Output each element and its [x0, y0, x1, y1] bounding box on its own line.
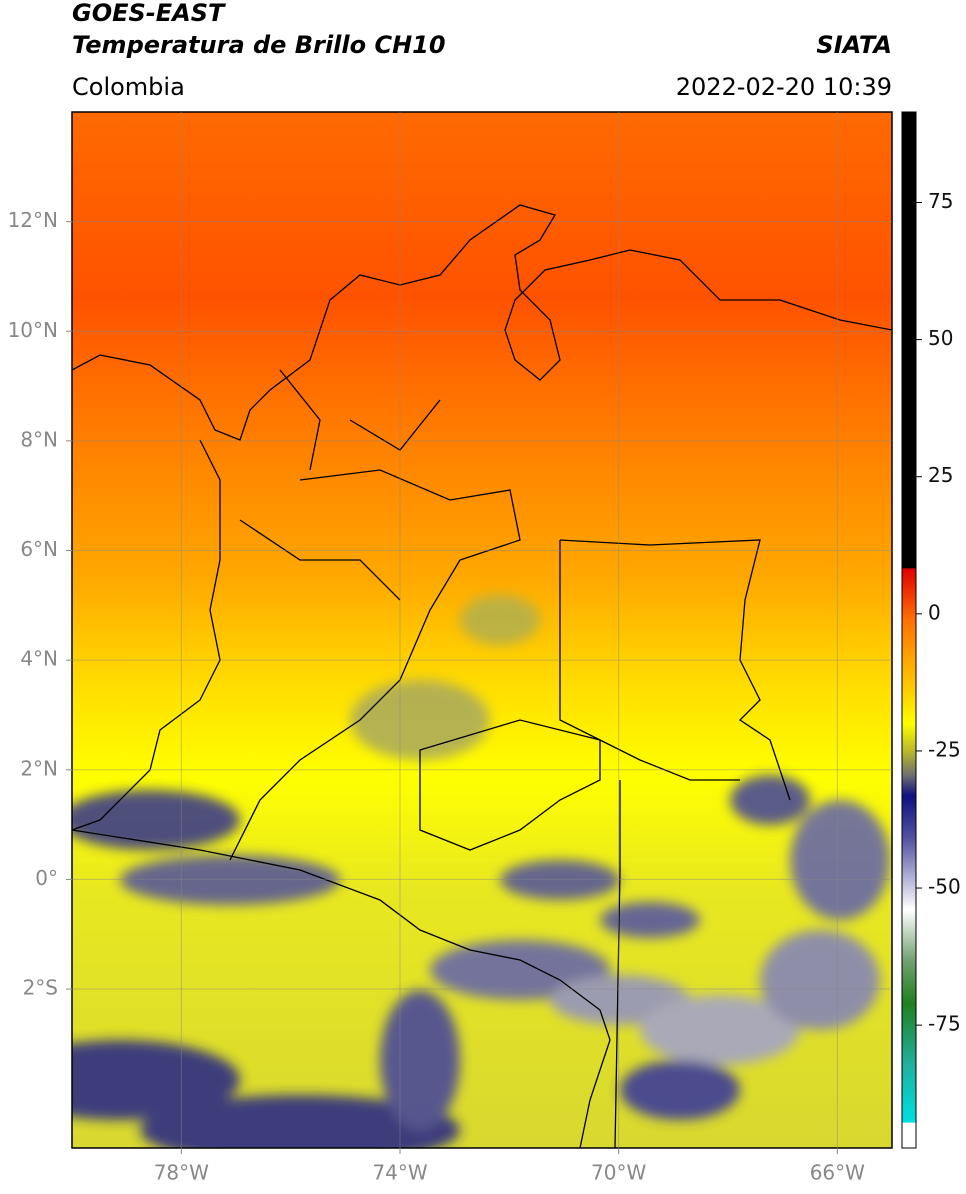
lon-tick-label: 66°W — [810, 1161, 865, 1185]
map-image — [72, 112, 892, 1148]
lat-tick-label: 0° — [35, 866, 58, 890]
map-frame — [71, 111, 893, 1149]
lat-tick-label: 8°N — [20, 427, 58, 451]
lat-tick-label: 6°N — [20, 537, 58, 561]
lat-tick-label: 4°N — [20, 647, 58, 671]
colorbar — [901, 111, 917, 1149]
subtitle: Temperatura de Brillo CH10 — [72, 31, 446, 59]
lat-tick-label: 10°N — [8, 318, 58, 342]
colorbar-tick-label: 50 — [928, 326, 953, 350]
colorbar-tick-label: 25 — [928, 463, 953, 487]
lat-tick-label: 2°N — [20, 756, 58, 780]
lon-tick-label: 70°W — [591, 1161, 646, 1185]
lat-tick-label: 2°S — [23, 976, 58, 1000]
colorbar-tick-label: -75 — [928, 1012, 961, 1036]
colorbar-tick-label: 0 — [928, 600, 941, 624]
title: GOES-EAST — [72, 0, 226, 27]
colorbar-tick-label: -25 — [928, 737, 961, 761]
lat-tick-label: 12°N — [8, 208, 58, 232]
datetime: 2022-02-20 10:39 — [676, 73, 892, 101]
colorbar-tick-label: 75 — [928, 189, 953, 213]
lon-tick-label: 78°W — [154, 1161, 209, 1185]
region: Colombia — [72, 73, 185, 101]
source: SIATA — [816, 31, 892, 59]
lon-tick-label: 74°W — [372, 1161, 427, 1185]
colorbar-tick-label: -50 — [928, 875, 961, 899]
